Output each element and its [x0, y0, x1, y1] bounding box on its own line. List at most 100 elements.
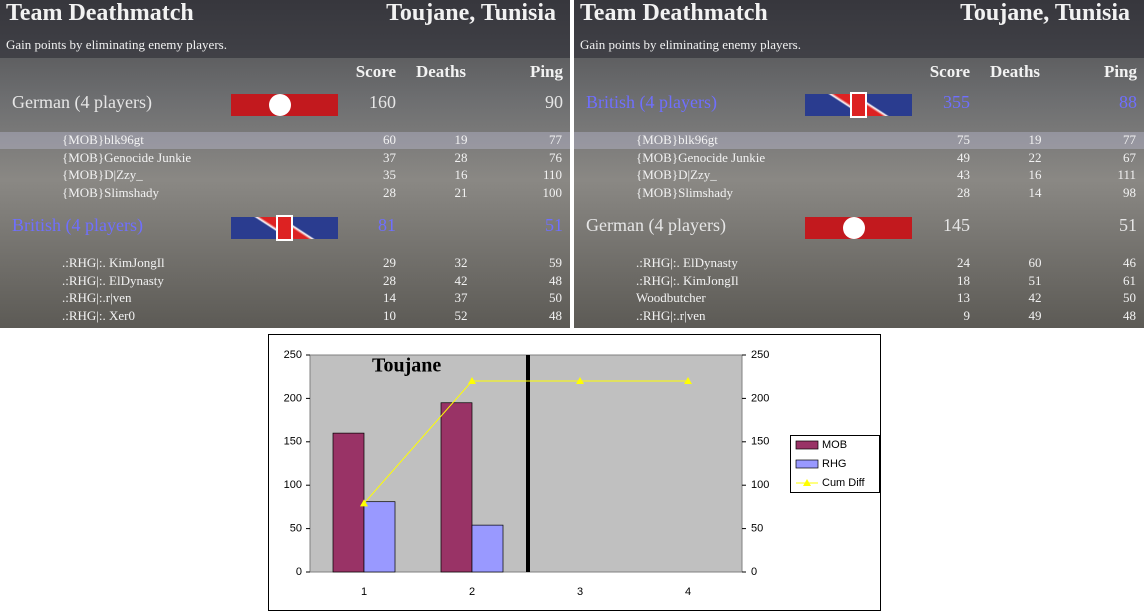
player-deaths: 49: [1028, 307, 1042, 323]
y-tick-label: 50: [290, 523, 302, 535]
header-band: [574, 0, 1144, 58]
flag-emblem: [269, 94, 291, 116]
player-name: Woodbutcher: [636, 290, 706, 305]
player-score: 75: [957, 132, 970, 147]
player-score: 28: [957, 184, 970, 200]
legend-swatch: [795, 440, 819, 450]
x-tick-label: 1: [361, 586, 367, 598]
player-score: 28: [383, 272, 396, 288]
team-flag: [231, 217, 338, 239]
y-tick-label: 150: [284, 436, 302, 448]
team-score: 355: [943, 92, 970, 112]
player-name: .:RHG|:.r|ven: [62, 290, 132, 305]
mode-title: Team Deathmatch: [6, 0, 194, 26]
player-score: 14: [383, 290, 396, 305]
team-name: British (4 players): [586, 92, 717, 112]
player-score: 18: [957, 272, 970, 288]
player-name: .:RHG|:. KimJongIl: [62, 255, 165, 270]
flag-cross: [852, 94, 865, 116]
player-deaths: 37: [454, 290, 468, 305]
legend-label: Cum Diff: [822, 477, 866, 489]
player-name: {MOB}D|Zzy_: [636, 167, 717, 182]
player-name: {MOB}Genocide Junkie: [636, 149, 766, 165]
legend-label: MOB: [822, 439, 847, 451]
player-score: 13: [957, 290, 970, 305]
player-name: {MOB}Slimshady: [62, 184, 159, 200]
player-ping: 110: [542, 167, 562, 182]
player-deaths: 28: [454, 149, 468, 165]
team-score: 160: [369, 92, 396, 112]
player-name: {MOB}D|Zzy_: [62, 167, 143, 182]
y2-tick-label: 100: [751, 479, 769, 491]
flag-cross: [278, 217, 291, 239]
team-ping: 51: [1119, 215, 1137, 235]
player-score: 9: [963, 307, 971, 323]
player-name: .:RHG|:. ElDynasty: [62, 272, 164, 288]
line-marker: [360, 499, 368, 507]
player-ping: 48: [549, 272, 562, 288]
column-header: Score: [929, 62, 970, 81]
y-tick-label: 250: [284, 349, 302, 361]
row-highlight: [0, 132, 570, 149]
scoreboard-panel: Team Deathmatch Toujane, Tunisia Gain poin…: [574, 0, 1144, 328]
player-deaths: 19: [454, 132, 468, 147]
legend-label: RHG: [822, 458, 846, 470]
player-ping: 77: [549, 132, 562, 147]
player-deaths: 51: [1028, 272, 1042, 288]
team-ping: 51: [545, 215, 563, 235]
column-header: Deaths: [415, 62, 467, 81]
y2-tick-label: 0: [751, 566, 757, 578]
mode-title: Team Deathmatch: [580, 0, 768, 26]
team-ping: 88: [1119, 92, 1137, 112]
x-tick-label: 3: [577, 586, 583, 598]
player-ping: 59: [549, 255, 562, 270]
player-ping: 61: [1123, 272, 1136, 288]
player-deaths: 60: [1028, 255, 1042, 270]
scoreboard-panel: Team Deathmatch Toujane, Tunisia Gain poin…: [0, 0, 570, 328]
column-header: Deaths: [989, 62, 1041, 81]
y-tick-label: 200: [284, 392, 302, 404]
bar: [471, 524, 504, 573]
player-score: 29: [383, 255, 396, 270]
player-deaths: 19: [1028, 132, 1042, 147]
x-tick-label: 4: [685, 586, 691, 598]
player-score: 35: [383, 167, 396, 182]
player-name: {MOB}Genocide Junkie: [62, 149, 192, 165]
team-score: 145: [943, 215, 970, 235]
player-ping: 111: [1117, 167, 1136, 182]
player-deaths: 16: [454, 167, 468, 182]
player-deaths: 22: [1028, 149, 1042, 165]
player-deaths: 21: [454, 184, 468, 200]
player-deaths: 14: [1028, 184, 1042, 200]
subtitle: Gain points by eliminating enemy players…: [580, 37, 801, 52]
column-header: Ping: [1103, 62, 1137, 81]
bar: [363, 501, 396, 573]
y2-tick-label: 150: [751, 436, 769, 448]
x-tick-label: 2: [469, 586, 475, 598]
bar: [440, 402, 473, 573]
team-flag: [231, 94, 338, 116]
line-marker: [468, 377, 476, 385]
player-deaths: 52: [454, 307, 468, 323]
player-name: .:RHG|:. KimJongIl: [636, 272, 739, 288]
header-band: [0, 0, 570, 58]
line: [363, 380, 688, 504]
team-name: German (4 players): [12, 92, 152, 112]
player-ping: 50: [549, 290, 562, 305]
line-marker: [684, 377, 692, 385]
player-score: 43: [957, 167, 970, 182]
player-deaths: 16: [1028, 167, 1042, 182]
player-ping: 100: [542, 184, 563, 200]
annotation: Toujane: [372, 355, 441, 377]
player-score: 10: [383, 307, 396, 323]
team-score: 81: [378, 215, 396, 235]
bar: [332, 432, 365, 573]
map-name: Toujane, Tunisia: [386, 0, 556, 26]
column-header: Score: [355, 62, 396, 81]
player-score: 24: [957, 255, 970, 270]
row-highlight: [574, 132, 1144, 149]
player-score: 28: [383, 184, 396, 200]
team-flag: [805, 217, 912, 239]
player-ping: 50: [1123, 290, 1136, 305]
team-ping: 90: [545, 92, 563, 112]
